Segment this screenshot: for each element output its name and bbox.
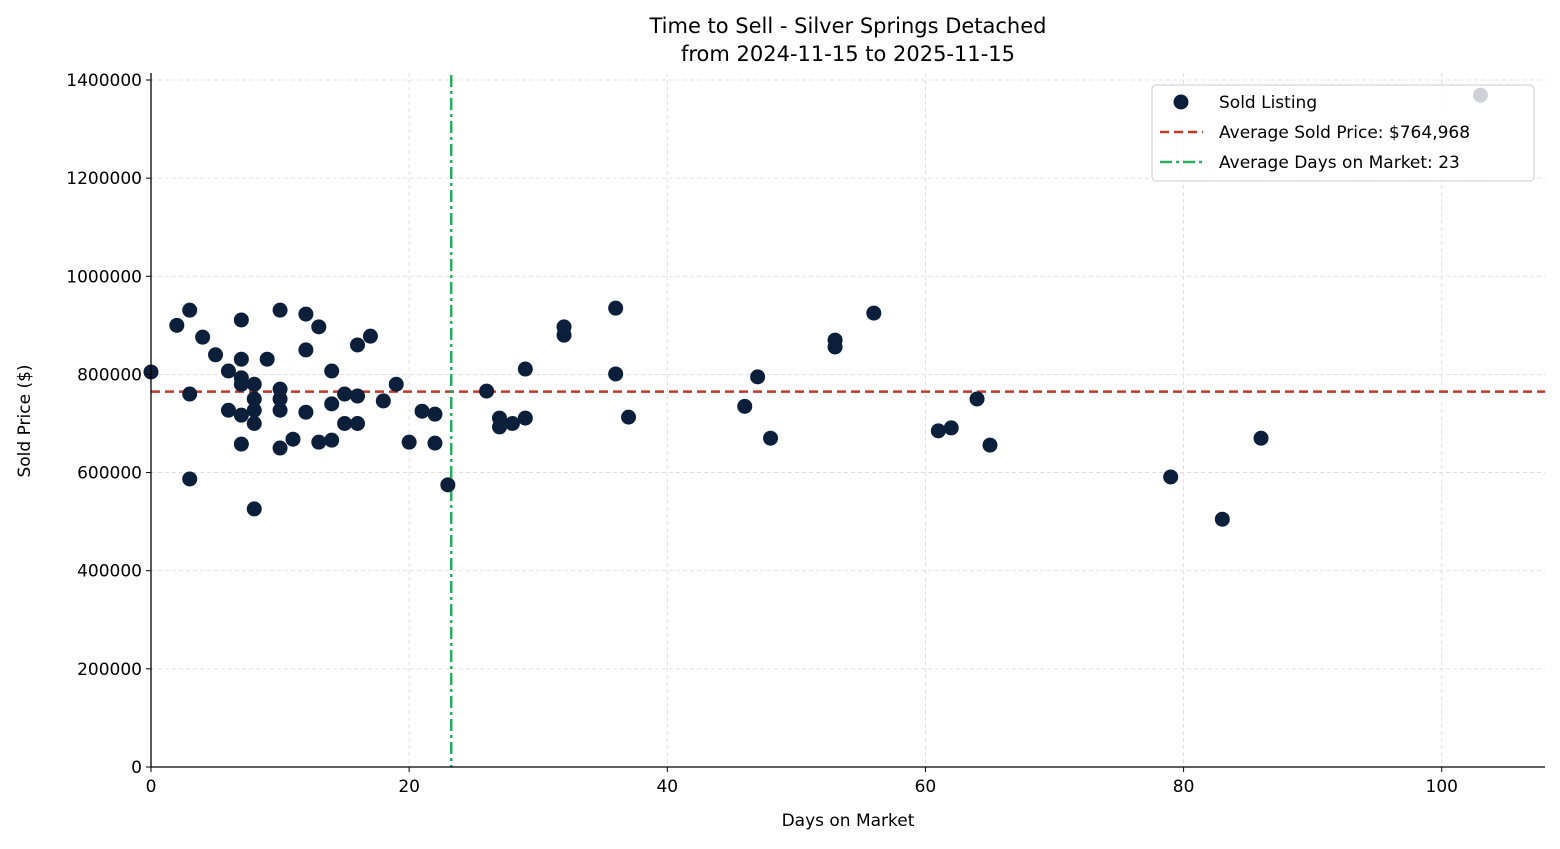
y-tick-label: 800000 [77, 365, 142, 385]
legend: Sold Listing Average Sold Price: $764,96… [1151, 84, 1535, 182]
data-point [350, 416, 366, 431]
data-point [414, 403, 430, 419]
data-point [388, 376, 404, 392]
data-point [208, 347, 224, 363]
data-point [479, 383, 495, 399]
data-point [233, 351, 249, 367]
data-point [298, 306, 314, 322]
data-point [621, 409, 637, 425]
data-point [969, 391, 985, 407]
y-tick-label: 1200000 [66, 169, 142, 189]
data-point [350, 388, 366, 404]
chart-title: Time to Sell - Silver Springs Detached [648, 14, 1046, 38]
x-tick-label: 60 [915, 777, 937, 797]
data-point [337, 386, 353, 402]
data-point [233, 436, 249, 452]
legend-label-avg-days: Average Days on Market: 23 [1219, 153, 1460, 173]
y-axis-label: Sold Price ($) [15, 364, 35, 477]
legend-label-avg-price: Average Sold Price: $764,968 [1219, 123, 1470, 143]
data-point [246, 501, 262, 517]
data-point [246, 391, 262, 407]
data-point [298, 404, 314, 420]
data-point [324, 432, 340, 448]
data-point [930, 423, 946, 439]
y-tick-label: 200000 [77, 660, 142, 680]
x-tick-label: 40 [656, 777, 678, 797]
data-point [427, 435, 443, 451]
data-point [427, 406, 443, 422]
legend-marker-sold [1173, 94, 1189, 110]
data-point [182, 471, 198, 487]
data-point [737, 398, 753, 414]
data-point [440, 477, 456, 493]
data-point [1253, 430, 1269, 446]
data-point [827, 339, 843, 355]
data-point [272, 391, 288, 407]
data-point [272, 440, 288, 456]
data-point [233, 376, 249, 392]
data-point [750, 369, 766, 385]
x-tick-label: 80 [1173, 777, 1195, 797]
data-point [337, 416, 353, 431]
data-point [195, 329, 211, 345]
data-point [608, 300, 624, 316]
data-point [285, 431, 301, 447]
x-tick-label: 100 [1426, 777, 1458, 797]
data-point [943, 420, 959, 436]
data-point [220, 402, 236, 418]
data-point [246, 402, 262, 418]
data-point [311, 319, 327, 335]
y-tick-label: 600000 [77, 464, 142, 484]
data-point [324, 396, 340, 412]
data-point [362, 328, 378, 344]
y-tick-label: 400000 [77, 562, 142, 582]
data-point [1163, 469, 1179, 485]
data-point [169, 317, 185, 333]
points [143, 87, 1488, 527]
data-point [324, 363, 340, 379]
data-point [233, 312, 249, 328]
data-point [298, 342, 314, 358]
data-point [233, 407, 249, 423]
legend-box [1151, 84, 1535, 182]
data-point [375, 393, 391, 409]
chart-subtitle: from 2024-11-15 to 2025-11-15 [681, 42, 1015, 66]
y-tick-label: 1000000 [66, 267, 142, 287]
data-point [504, 416, 520, 431]
data-point [259, 351, 275, 367]
y-tick-label: 1400000 [66, 71, 142, 91]
data-point [866, 305, 882, 321]
data-point [517, 410, 533, 426]
x-axis-label: Days on Market [782, 811, 915, 831]
x-tick-label: 0 [146, 777, 157, 797]
data-point [763, 430, 779, 446]
data-point [401, 434, 417, 450]
data-point [982, 437, 998, 453]
data-point [492, 419, 507, 435]
y-tick-label: 0 [131, 758, 142, 778]
data-point [517, 361, 533, 377]
data-point [182, 386, 198, 402]
x-tick-label: 20 [398, 777, 420, 797]
data-point [608, 366, 624, 382]
data-point [246, 416, 262, 431]
data-point [556, 327, 572, 343]
data-point [272, 302, 288, 318]
data-point [350, 337, 366, 353]
data-point [311, 434, 327, 450]
data-point [246, 376, 262, 392]
legend-label-sold: Sold Listing [1219, 93, 1317, 113]
data-point [1214, 511, 1230, 527]
data-point [272, 402, 288, 418]
data-point [220, 363, 236, 379]
axes: 0 20 40 60 80 100 0 200000 400000 600000 800000 100… [66, 71, 1545, 797]
data-point [182, 302, 198, 318]
reference-lines [151, 75, 1545, 767]
